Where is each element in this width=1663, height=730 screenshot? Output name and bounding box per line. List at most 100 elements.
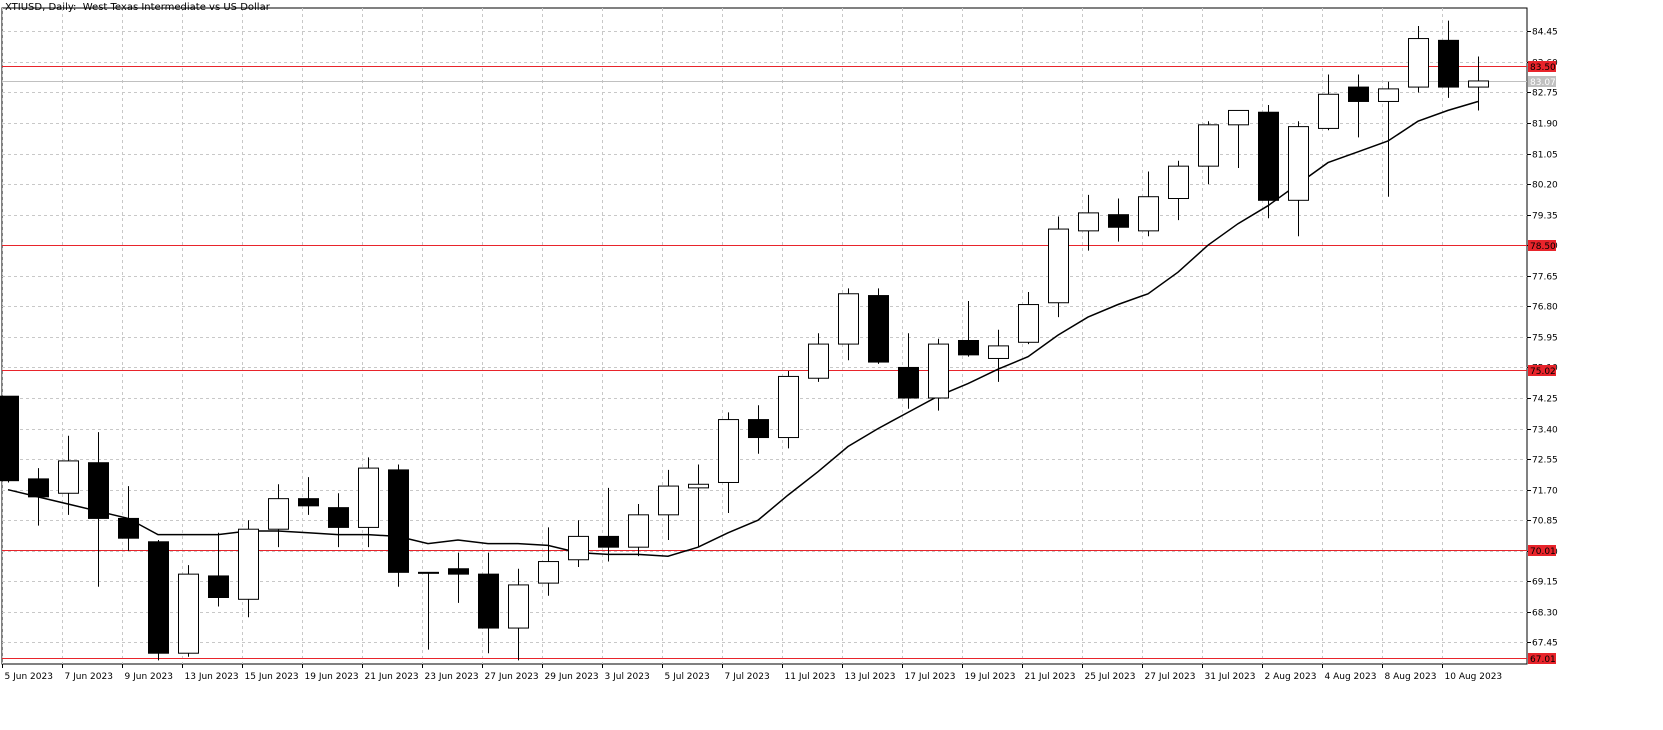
chart-title: XTIUSD, Daily: West Texas Intermediate v… [5,2,270,13]
price-level-label-bg [1528,365,1556,376]
y-tick-label: 81.05 [1532,151,1558,161]
candle-body-bull [268,498,289,530]
x-tick-label: 27 Jul 2023 [1145,672,1196,682]
candle-body-bull [808,343,829,379]
candle-body-bull [1138,196,1159,232]
candle-body-bull [718,419,739,483]
candle-body-bear [208,575,229,599]
y-tick-label: 75.95 [1532,334,1558,344]
candle-body-bear [118,517,139,539]
x-tick-label: 21 Jul 2023 [1025,672,1076,682]
candle-body-bull [928,343,949,399]
y-tick-label: 76.80 [1532,303,1558,313]
candle-body-bear [868,295,889,363]
candle-body-bull [778,375,799,439]
candle-body-bear [598,535,619,548]
x-tick-label: 19 Jun 2023 [305,672,359,682]
x-tick-label: 19 Jul 2023 [965,672,1016,682]
y-tick-label: 80.20 [1532,181,1558,191]
candle-body-bear [28,478,49,498]
candle-body-bull [568,535,589,561]
candle-body-bull [358,467,379,528]
x-tick-label: 25 Jul 2023 [1085,672,1136,682]
x-tick-label: 7 Jul 2023 [725,672,770,682]
y-tick-label: 68.30 [1532,609,1558,619]
y-tick-label: 74.25 [1532,395,1558,405]
x-tick-label: 21 Jun 2023 [365,672,419,682]
price-level-label: 83.50 [1530,63,1556,73]
x-tick-label: 23 Jun 2023 [425,672,479,682]
candle-body-bull [1078,212,1099,232]
y-tick-label: 81.90 [1532,120,1558,130]
candle-body-bull [1468,80,1489,88]
x-tick-label: 9 Jun 2023 [125,672,173,682]
current-price-label-bg [1528,76,1556,87]
price-level-label-bg [1528,653,1556,664]
x-tick-label: 13 Jul 2023 [845,672,896,682]
x-tick-label: 29 Jun 2023 [545,672,599,682]
y-tick-label: 72.55 [1532,456,1558,466]
y-tick-label: 70.85 [1532,517,1558,527]
y-tick-label: 67.45 [1532,639,1558,649]
candle-body-bear [328,507,349,528]
price-level-label-bg [1528,61,1556,72]
candle-body-bull [838,293,859,345]
price-level-label-bg [1528,545,1556,556]
candle-body-bear [1258,111,1279,201]
price-level-label: 78.50 [1530,242,1556,252]
candle-body-bull [538,561,559,584]
candle-body-bull [688,483,709,489]
price-level-label: 70.01 [1530,547,1556,557]
x-tick-label: 15 Jun 2023 [245,672,299,682]
price-level-label: 67.01 [1530,655,1556,665]
y-tick-label: 71.70 [1532,487,1558,497]
candle-body-bull [508,584,529,629]
candle-body-bear [88,462,109,519]
candle-body-bear [958,339,979,356]
candle-body-bull [1018,304,1039,343]
x-tick-label: 5 Jul 2023 [665,672,710,682]
candle-body-bull [238,528,259,600]
y-tick-label: 77.65 [1532,273,1558,283]
current-price-label: 83.07 [1530,78,1556,88]
x-tick-label: 31 Jul 2023 [1205,672,1256,682]
candle-body-bull [1048,228,1069,304]
candle-body-bear [148,541,169,654]
candle-body-bull [178,573,199,654]
candle-body-bear [478,573,499,629]
x-tick-label: 3 Jul 2023 [605,672,650,682]
y-tick-label: 69.15 [1532,578,1558,588]
candle-body-bull [1288,126,1309,201]
candle-body-bull [658,485,679,516]
candle-body-bull [628,514,649,548]
x-tick-label: 4 Aug 2023 [1325,672,1377,682]
candle-body-bear [748,419,769,439]
candle-body-bear [1108,214,1129,228]
candle-body-bear [448,568,469,575]
candle-body-bear [0,395,19,482]
x-tick-label: 2 Aug 2023 [1265,672,1317,682]
x-tick-label: 13 Jun 2023 [185,672,239,682]
candle-body-bear [1348,86,1369,102]
candle-body-bear [1438,39,1459,88]
x-tick-label: 5 Jun 2023 [5,672,53,682]
plot-area [1,7,1528,665]
candle-body-bear [298,498,319,507]
candle-body-bull [1228,109,1249,126]
x-tick-label: 10 Aug 2023 [1445,672,1503,682]
candle-body-bear [898,366,919,399]
candle-body-bull [1408,38,1429,88]
x-tick-label: 11 Jul 2023 [785,672,836,682]
x-tick-label: 17 Jul 2023 [905,672,956,682]
x-tick-label: 27 Jun 2023 [485,672,539,682]
candle-body-bull [1198,124,1219,167]
candle-body-bull [1168,165,1189,200]
candle-body-bull [1378,88,1399,102]
price-level-label: 75.02 [1530,367,1556,377]
candle-body-bull [1318,93,1339,129]
candle-body-bull [418,571,439,574]
price-level-label-bg [1528,240,1556,251]
candle-body-bull [988,345,1009,359]
y-tick-label: 79.35 [1532,212,1558,222]
